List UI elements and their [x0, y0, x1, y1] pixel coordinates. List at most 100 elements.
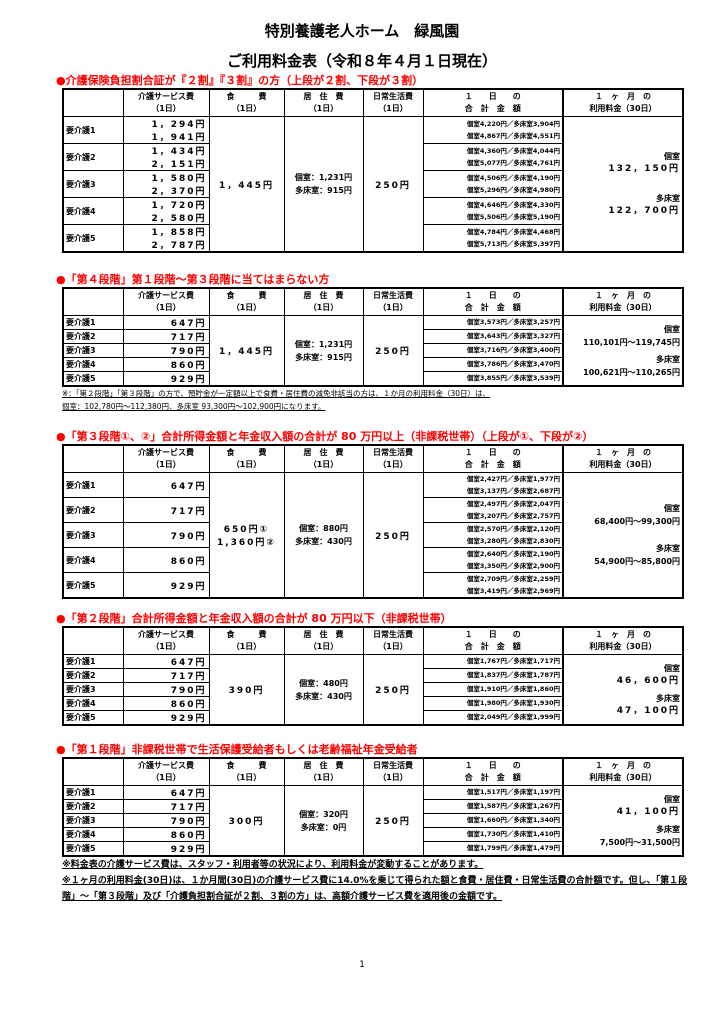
service-fee-value: 1，858円 [151, 228, 207, 238]
monthly-multi-value: 7,500円～31,500円 [599, 837, 680, 847]
service-fee: 717円 [122, 668, 210, 683]
food-fee-value: 300円 [228, 817, 265, 827]
daily-total-value: 個室1,660円／多床室1,340円 [466, 816, 560, 824]
service-fee-value: 1，941円 [151, 133, 207, 143]
daily-total: 個室3,855円／多床室3,539円 [422, 371, 564, 387]
service-fee-value: 790円 [170, 817, 207, 827]
residence-fee-value: 個室：1,231円 [294, 173, 353, 182]
monthly-multi-label: 多床室 [656, 354, 680, 364]
daily-total: 個室1,730円／多床室1,410円 [422, 827, 564, 842]
header-total-line1: １ 日 の [464, 630, 521, 639]
service-fee: 1，580円 2，370円 [122, 170, 210, 198]
header-service: 介護サービス費 （1日） [122, 626, 210, 655]
service-fee-value: 647円 [170, 319, 207, 329]
daily-total: 個室3,716円／多床室3,400円 [422, 343, 564, 358]
daily-total-value: 個室2,570円／多床室2,120円 [466, 525, 560, 533]
header-daily: 日常生活費 （1日） [362, 757, 424, 786]
header-total-line2: 合 計 金 額 [464, 104, 521, 113]
food-fee-value: 650円① [223, 525, 270, 535]
monthly-multi-value: 54,900円～85,800円 [594, 557, 680, 566]
service-fee-value: 860円 [170, 831, 207, 841]
fee-table: 介護サービス費 （1日） 食 費 （1日） 居 住 費 （1日） 日常生活費 （1日） １ 日 … [62, 287, 684, 387]
care-level: 要介護4 [62, 547, 124, 573]
daily-total-value: 個室3,855円／多床室3,539円 [466, 374, 560, 382]
header-residence-line1: 居 住 費 [303, 291, 344, 300]
fee-section: ●「第１段階」非課税世帯で生活保護受給者もしくは老齢福祉年金受給者 介護サービス費… [56, 743, 684, 857]
table-row: 要介護5 929円 個室3,855円／多床室3,539円 [62, 371, 683, 387]
header-total-line1: １ 日 の [464, 291, 521, 300]
care-level: 要介護1 [62, 654, 124, 669]
service-fee: 717円 [122, 799, 210, 814]
header-service-line2: （1日） [151, 104, 181, 113]
residence-fee: 個室：1,231円 多床室：915円 [283, 315, 364, 387]
table-row: 要介護2 717円 個室1,587円／多床室1,267円 [62, 799, 683, 814]
header-blank [62, 757, 124, 786]
service-fee: 1，294円 1，941円 [122, 116, 210, 144]
care-level: 要介護2 [62, 329, 124, 344]
daily-total-value: 個室3,280円／多床室2,830円 [466, 537, 560, 545]
service-fee: 860円 [122, 547, 210, 573]
header-residence-line2: （1日） [308, 773, 339, 782]
header-total-line1: １ 日 の [464, 92, 521, 101]
daily-total-value: 個室5,506円／多床室5,190円 [466, 213, 560, 221]
header-monthly-line2: 利用料金（30日） [589, 773, 657, 782]
table-row: 要介護4 1，720円 2，580円 個室4,646円／多床室4,330円 個室5,50… [62, 197, 683, 225]
table-row: 要介護5 929円 個室1,799円／多床室1,479円 [62, 841, 683, 857]
daily-total: 個室1,837円／多床室1,787円 [422, 668, 564, 683]
header-monthly: １ ヶ 月 の利用料金（30日） [562, 626, 684, 655]
table-row: 要介護1 647円 650円① 1,360円② 個室：880円 多床室：430円 250円個… [62, 472, 684, 599]
service-fee: 860円 [122, 827, 210, 842]
monthly-multi-value: 100,621円～110,265円 [583, 367, 680, 377]
residence-fee-value: 多床室：915円 [295, 352, 352, 362]
header-food-line2: （1日） [231, 642, 262, 651]
monthly-private-value: 41，100円 [616, 806, 680, 817]
header-residence: 居 住 費 （1日） [283, 88, 364, 117]
header-total-line2: 合 計 金 額 [464, 303, 521, 312]
daily-fee: 250円 [362, 116, 424, 253]
daily-total: 個室4,220円／多床室3,904円 個室4,867円／多床室4,551円 [422, 116, 564, 144]
header-row: 介護サービス費 （1日） 食 費 （1日） 居 住 費 （1日） 日常生活費 （1日） １ 日 … [62, 88, 684, 117]
header-daily: 日常生活費 （1日） [362, 88, 424, 117]
header-row: 介護サービス費 （1日） 食 費 （1日） 居 住 費 （1日） 日常生活費 （1日） １ 日 … [62, 757, 684, 786]
residence-fee-value: 多床室：430円 [295, 537, 352, 546]
daily-total-value: 個室3,573円／多床室3,257円 [466, 318, 560, 326]
header-daily: 日常生活費 （1日） [362, 444, 424, 473]
service-fee-value: 790円 [170, 686, 207, 696]
header-monthly-line1: １ ヶ 月 の [595, 448, 651, 457]
service-fee-value: 647円 [170, 481, 207, 492]
food-fee-value: 1,360円② [216, 538, 277, 548]
care-level: 要介護3 [62, 813, 124, 828]
header-service-line1: 介護サービス費 [138, 291, 194, 300]
care-level: 要介護1 [62, 472, 124, 498]
bottom-notes: ※料金表の介護サービス費は、スタッフ・利用者等の状況により、利用料金が変動するこ… [62, 857, 692, 905]
monthly-gap [566, 528, 680, 542]
header-daily-line1: 日常生活費 [373, 92, 413, 101]
header-monthly-line1: １ ヶ 月 の [595, 92, 651, 101]
service-fee-value: 717円 [170, 506, 207, 517]
header-monthly-line1: １ ヶ 月 の [595, 761, 651, 770]
table-row: 要介護4 860円 個室1,730円／多床室1,410円 [62, 827, 683, 842]
service-fee-value: 860円 [170, 361, 207, 371]
page-number: 1 [359, 960, 365, 970]
header-monthly: １ ヶ 月 の利用料金（30日） [562, 287, 684, 316]
monthly-fee: 個室 46，600円 多床室 47，100円 [562, 654, 684, 726]
header-residence-line2: （1日） [308, 303, 339, 312]
monthly-private-value: 46，600円 [616, 675, 680, 686]
service-fee-value: 1，434円 [151, 147, 207, 157]
header-monthly-line2: 利用料金（30日） [589, 104, 657, 113]
service-fee-value: 1，294円 [151, 120, 207, 130]
header-food-line1: 食 費 [226, 761, 267, 770]
table-row: 要介護3 1，580円 2，370円 個室4,506円／多床室4,190円 個室5,29… [62, 170, 683, 198]
header-total: １ 日 の合 計 金 額 [422, 444, 564, 473]
daily-total: 個室1,767円／多床室1,717円 [422, 654, 564, 669]
header-residence: 居 住 費 （1日） [283, 757, 364, 786]
header-monthly-line1: １ ヶ 月 の [595, 291, 651, 300]
daily-total-value: 個室5,296円／多床室4,980円 [466, 186, 560, 194]
service-fee-value: 2，370円 [151, 187, 207, 197]
daily-total-value: 個室1,767円／多床室1,717円 [466, 657, 560, 665]
residence-fee: 個室：480円 多床室：430円 [283, 654, 364, 726]
header-residence-line1: 居 住 費 [303, 761, 344, 770]
daily-total-value: 個室3,419円／多床室2,969円 [466, 587, 560, 595]
daily-total-value: 個室4,360円／多床室4,044円 [466, 147, 560, 155]
care-level: 要介護5 [62, 371, 124, 387]
